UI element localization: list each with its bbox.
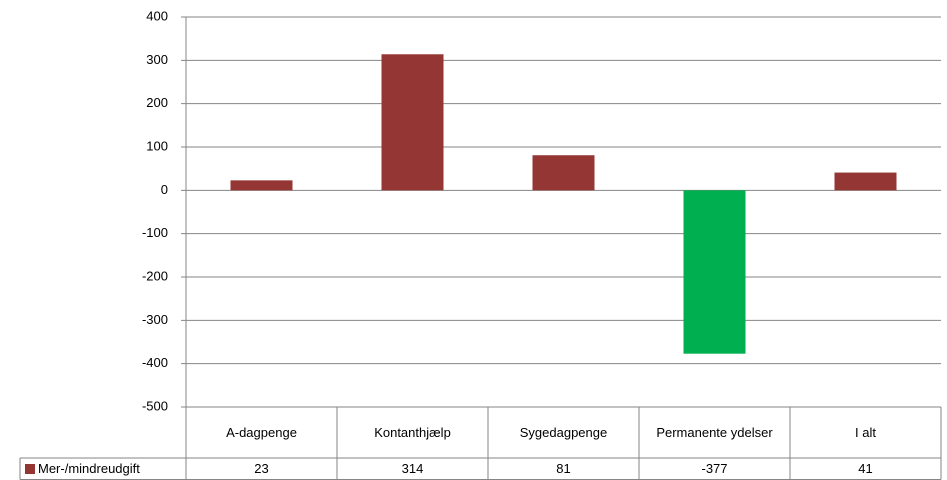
y-tick-label: -200 xyxy=(142,268,168,283)
legend-label: Mer-/mindreudgift xyxy=(38,461,140,476)
y-tick-label: 300 xyxy=(146,52,168,67)
table-value: 41 xyxy=(858,460,873,476)
bar xyxy=(834,172,897,191)
y-tick-label: 100 xyxy=(146,138,168,153)
table-value: -377 xyxy=(701,460,728,476)
x-tick-label: Permanente ydelser xyxy=(656,424,773,440)
bar xyxy=(532,155,595,191)
table-value: 23 xyxy=(254,460,269,476)
y-tick-label: 400 xyxy=(146,8,168,23)
bar xyxy=(683,190,746,354)
bar xyxy=(381,54,444,191)
x-tick-label: A-dagpenge xyxy=(226,424,297,440)
y-tick-label: -400 xyxy=(142,355,168,370)
y-tick-label: -100 xyxy=(142,225,168,240)
x-tick-label: I alt xyxy=(855,424,876,440)
table-value: 314 xyxy=(401,460,424,476)
table-value: 81 xyxy=(556,460,571,476)
y-tick-label: -500 xyxy=(142,398,168,413)
y-tick-label: -300 xyxy=(142,312,168,327)
y-tick-label: 0 xyxy=(161,182,168,197)
x-tick-label: Sygedagpenge xyxy=(519,424,608,440)
legend-key xyxy=(25,464,35,474)
bar xyxy=(230,180,293,191)
y-tick-label: 200 xyxy=(146,95,168,110)
x-tick-label: Kontanthjælp xyxy=(374,424,451,440)
